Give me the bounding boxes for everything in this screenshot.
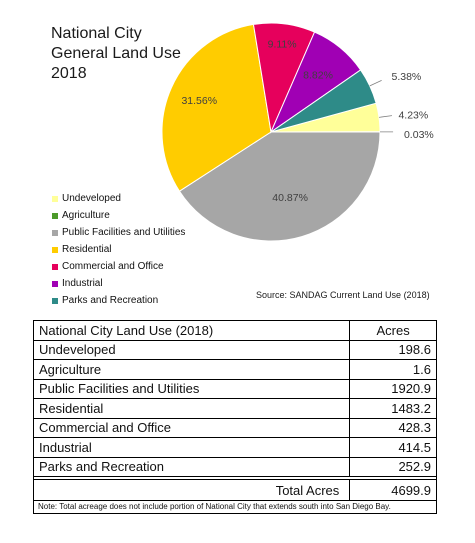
legend-swatch [52, 195, 58, 202]
table-row: Public Facilities and Utilities 1920.9 [32, 378, 437, 399]
chart-title-line-3: 2018 [51, 65, 87, 82]
table-row: Undeveloped 198.6 [32, 339, 437, 360]
legend-item-industrial: Industrial [52, 275, 262, 292]
legend-swatch [52, 263, 58, 270]
legend-item-public-facilities: Public Facilities and Utilities [52, 224, 262, 241]
chart-title-line-1: National City [51, 25, 142, 42]
table-row: Agriculture 1.6 [32, 359, 437, 380]
table-cell-acres: 1483.2 [349, 398, 437, 419]
legend-item-commercial: Commercial and Office [52, 258, 262, 275]
pie-data-label: 40.87% [272, 192, 308, 204]
legend-item-agriculture: Agriculture [52, 207, 262, 224]
table-row: Industrial 414.5 [32, 437, 437, 458]
table-cell-category: Industrial [32, 437, 351, 458]
table-row: Parks and Recreation 252.9 [32, 456, 437, 477]
table-cell-category: Residential [32, 398, 351, 419]
legend-swatch [52, 297, 58, 304]
legend-label: Industrial [62, 278, 103, 289]
pie-data-label: 5.38% [392, 71, 422, 83]
pie-data-label: 9.11% [268, 38, 297, 50]
pie-data-label: 0.03% [404, 129, 434, 141]
legend-label: Agriculture [62, 210, 110, 221]
table-cell-acres: 1.6 [349, 359, 437, 380]
table-row: Commercial and Office 428.3 [32, 417, 437, 438]
table-cell-category: Agriculture [32, 359, 351, 380]
legend-label: Parks and Recreation [62, 295, 159, 306]
table-row: Residential 1483.2 [32, 398, 437, 419]
pie-slice-parks-and-recreation [270, 69, 377, 133]
legend-item-parks: Parks and Recreation [52, 292, 262, 309]
land-use-table: National City Land Use (2018) Acres Unde… [32, 320, 437, 501]
source-note: Source: SANDAG Current Land Use (2018) [256, 290, 430, 300]
chart-legend: Undeveloped Agriculture Public Facilitie… [52, 190, 262, 309]
table-cell-acres: 198.6 [349, 339, 437, 360]
pie-data-label: 31.56% [181, 95, 217, 107]
pie-slice-residential [161, 23, 272, 192]
table-cell-category: Parks and Recreation [32, 456, 351, 477]
table-cell-category: Public Facilities and Utilities [32, 378, 351, 399]
pie-leader-line [378, 115, 393, 118]
pie-chart: 4.23% 0.03% 40.87% 31.56% 9.11% 8.82% 5.38% [161, 22, 434, 242]
table-cell-acres: 1920.9 [349, 378, 437, 399]
pie-data-label: 4.23% [398, 110, 428, 122]
pie-data-label: 8.82% [303, 70, 333, 82]
table-header-row: National City Land Use (2018) Acres [32, 320, 437, 341]
table-header-acres: Acres [349, 320, 437, 341]
table-cell-acres: 252.9 [349, 456, 437, 477]
legend-item-undeveloped: Undeveloped [52, 190, 262, 207]
legend-swatch [52, 212, 58, 219]
land-use-table-wrap: National City Land Use (2018) Acres Unde… [32, 320, 439, 514]
chart-title-line-2: General Land Use [51, 45, 181, 62]
legend-label: Commercial and Office [62, 261, 164, 272]
table-total-label: Total Acres [32, 479, 351, 501]
legend-swatch [52, 246, 58, 253]
chart-title: National City General Land Use 2018 [51, 24, 221, 84]
table-cell-acres: 428.3 [349, 417, 437, 438]
legend-item-residential: Residential [52, 241, 262, 258]
legend-label: Public Facilities and Utilities [62, 227, 186, 238]
legend-label: Residential [62, 244, 112, 255]
pie-leader-line [369, 80, 382, 87]
table-header-category: National City Land Use (2018) [32, 320, 351, 341]
legend-label: Undeveloped [62, 193, 121, 204]
table-cell-acres: 414.5 [349, 437, 437, 458]
legend-swatch [52, 280, 58, 287]
table-total-acres: 4699.9 [349, 479, 437, 501]
table-footnote: Note: Total acreage does not include por… [33, 501, 437, 514]
table-cell-category: Undeveloped [32, 339, 351, 360]
legend-swatch [52, 229, 58, 236]
table-cell-category: Commercial and Office [32, 417, 351, 438]
table-total-row: Total Acres 4699.9 [32, 479, 437, 501]
